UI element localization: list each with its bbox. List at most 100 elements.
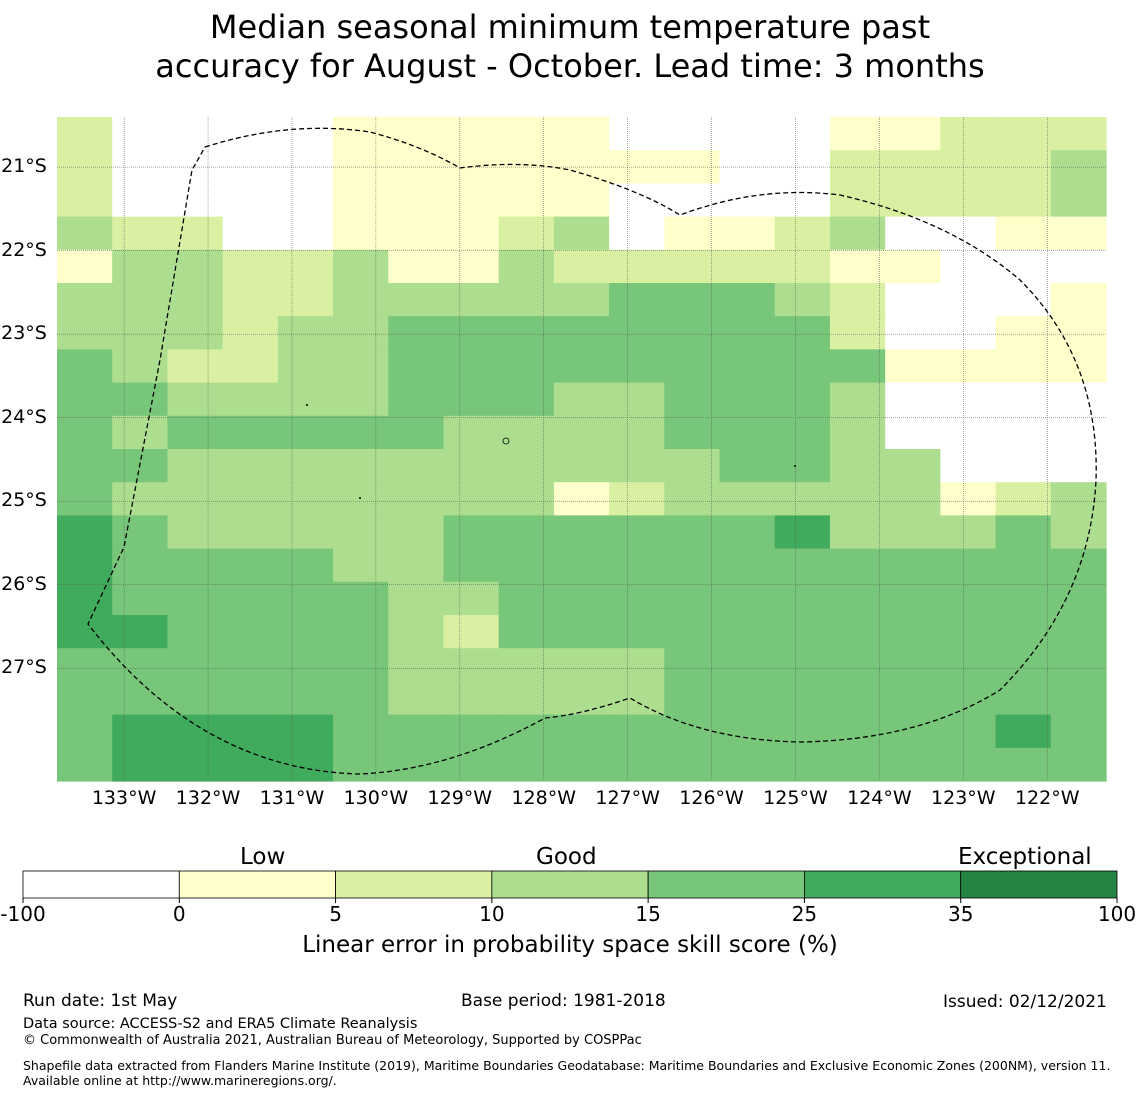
grid-cell (498, 415, 555, 450)
colorbar-tick-label: 0 (172, 902, 186, 926)
grid-cell (388, 249, 445, 284)
grid-cell (222, 216, 279, 251)
grid-cell (333, 382, 389, 417)
grid-cell (167, 615, 224, 649)
grid-cell (885, 714, 941, 749)
grid-cell (222, 615, 279, 649)
grid-cell (774, 415, 831, 450)
grid-cell (940, 183, 997, 218)
longitude-label: 128°W (511, 787, 577, 809)
grid-cell (885, 449, 941, 483)
grid-cell (885, 615, 941, 649)
grid-cell (222, 714, 279, 749)
longitude-label: 127°W (595, 787, 660, 809)
grid-cell (1050, 615, 1107, 649)
grid-cell (222, 283, 279, 317)
grid-cell (609, 581, 665, 616)
grid-cell (112, 515, 169, 550)
grid-cell (57, 482, 113, 516)
grid-cell (664, 681, 721, 716)
grid-cell (167, 415, 224, 450)
grid-cell (222, 515, 279, 550)
grid-cell (222, 382, 279, 417)
grid-cell (222, 648, 279, 682)
data-source: Data source: ACCESS-S2 and ERA5 Climate … (23, 1016, 418, 1032)
grid-cell (774, 548, 831, 583)
grid-cell (333, 482, 389, 516)
grid-cell (112, 316, 169, 350)
grid-cell (1050, 415, 1107, 450)
grid-cell (609, 216, 665, 251)
grid-cell (553, 249, 610, 284)
grid-cell (664, 648, 721, 682)
grid-cell (829, 482, 886, 516)
grid-cell (388, 349, 445, 384)
grid-cell (829, 249, 886, 284)
grid-cell (498, 183, 555, 218)
grid-cell (443, 382, 500, 417)
grid-cell (885, 415, 941, 450)
grid-cell (719, 117, 776, 151)
base-period: Base period: 1981-2018 (461, 991, 666, 1011)
grid-cell (112, 648, 169, 682)
grid-cell (222, 482, 279, 516)
grid-cell (829, 714, 886, 749)
grid-cell (112, 216, 169, 251)
colorbar-category-exceptional: Exceptional (958, 844, 1092, 870)
grid-cell (829, 283, 886, 317)
run-date: Run date: 1st May (23, 991, 178, 1011)
grid-cell (1050, 117, 1107, 151)
grid-cell (995, 249, 1052, 284)
grid-cell (333, 349, 389, 384)
grid-cell (609, 681, 665, 716)
grid-cell (995, 548, 1052, 583)
grid-cell (829, 316, 886, 350)
grid-cell (609, 548, 665, 583)
grid-cell (1050, 681, 1107, 716)
grid-cell (664, 615, 721, 649)
grid-cell (443, 548, 500, 583)
grid-cell (664, 216, 721, 251)
grid-cell (277, 615, 334, 649)
grid-cell (277, 249, 334, 284)
grid-cell (443, 648, 500, 682)
grid-cell (885, 681, 941, 716)
grid-cell (940, 482, 997, 516)
grid-cell (774, 249, 831, 284)
grid-cell (277, 747, 334, 782)
colorbar-tick-label: -100 (0, 902, 46, 926)
grid-cell (333, 117, 389, 151)
grid-cell (222, 681, 279, 716)
longitude-label: 129°W (427, 787, 493, 809)
colorbar-segment (335, 870, 493, 899)
colorbar-tick-label: 25 (791, 902, 818, 926)
grid-cell (167, 648, 224, 682)
grid-cell (277, 183, 334, 218)
grid-cell (112, 249, 169, 284)
grid-cell (995, 382, 1052, 417)
grid-cell (995, 482, 1052, 516)
colorbar-segment (178, 870, 336, 899)
grid-cell (167, 747, 224, 782)
grid-cell (664, 482, 721, 516)
grid-cell (885, 581, 941, 616)
grid-cell (333, 249, 389, 284)
grid-cell (443, 349, 500, 384)
grid-cell (112, 581, 169, 616)
grid-cell (1050, 316, 1107, 350)
grid-cell (443, 482, 500, 516)
grid-cell (167, 183, 224, 218)
grid-cell (774, 349, 831, 384)
grid-cell (774, 183, 831, 218)
grid-cell (829, 449, 886, 483)
grid-cell (222, 747, 279, 782)
grid-cell (443, 747, 500, 782)
skill-grid (57, 117, 1107, 782)
grid-cell (57, 316, 113, 350)
grid-cell (609, 648, 665, 682)
grid-cell (388, 747, 445, 782)
grid-cell (1050, 216, 1107, 251)
grid-cell (333, 548, 389, 583)
grid-cell (885, 117, 941, 151)
grid-cell (222, 183, 279, 218)
